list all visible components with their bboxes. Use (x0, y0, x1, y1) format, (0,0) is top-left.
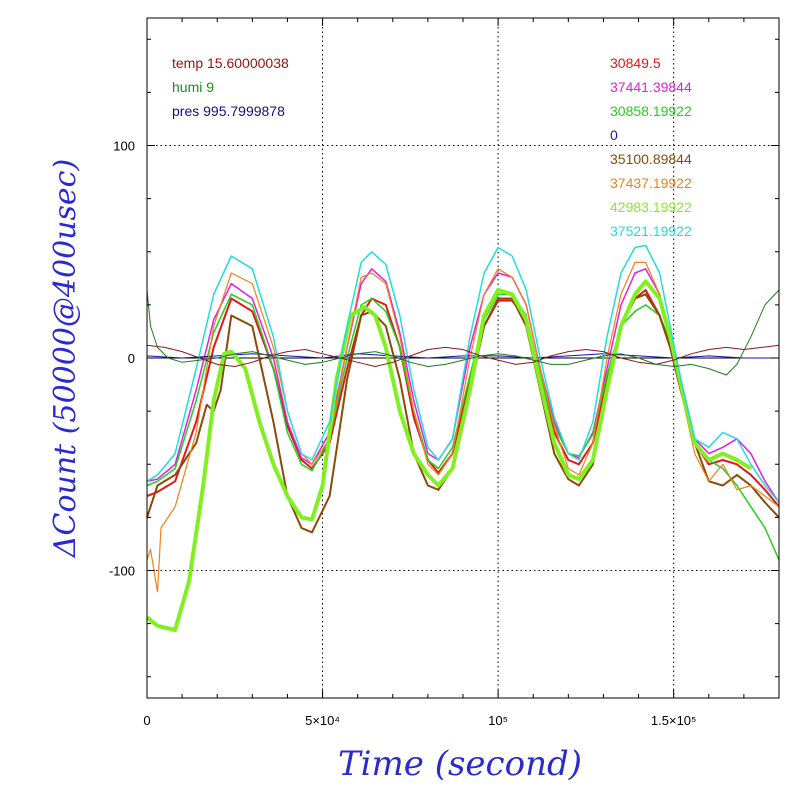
tick-labels: 0 5×10⁴ 10⁵ 1.5×10⁵ 100 0 -100 (109, 139, 696, 729)
y-tick-label-2: -100 (109, 564, 135, 579)
ticks (147, 18, 779, 698)
legend-item-1: 37441.39844 (610, 79, 692, 95)
legend-item-0: 30849.5 (610, 55, 661, 71)
x-tick-label-1: 5×10⁴ (305, 713, 340, 728)
series-line-7 (146, 244, 780, 503)
y-tick-label-1: 0 (128, 351, 135, 366)
legend-item-3: 0 (610, 127, 618, 143)
series-layer (145, 244, 780, 632)
legend-item-5: 37437.19922 (610, 175, 692, 191)
legend-item-2: 30858.19922 (610, 103, 692, 119)
info-item-2: pres 995.7999878 (172, 103, 285, 119)
series-line-9 (146, 289, 780, 376)
series-line-6 (145, 279, 752, 632)
x-axis-title: Time (second) (338, 744, 582, 784)
x-tick-label-2: 10⁵ (488, 713, 508, 728)
y-axis-title: ΔCount (50000@400usec) (48, 159, 83, 558)
legend-item-7: 37521.19922 (610, 223, 692, 239)
x-tick-label-3: 1.5×10⁵ (651, 713, 697, 728)
info-item-1: humi 9 (172, 79, 214, 95)
info-item-0: temp 15.60000038 (172, 55, 289, 71)
series-legend: 30849.5 37441.39844 30858.19922 0 35100.8984… (610, 55, 692, 239)
info-legend: temp 15.60000038 humi 9 pres 995.7999878 (172, 55, 289, 119)
x-tick-label-0: 0 (143, 713, 150, 728)
legend-item-4: 35100.89844 (610, 151, 692, 167)
legend-item-6: 42983.19922 (610, 199, 692, 215)
y-tick-label-0: 100 (113, 139, 135, 154)
series-line-8 (146, 344, 780, 367)
